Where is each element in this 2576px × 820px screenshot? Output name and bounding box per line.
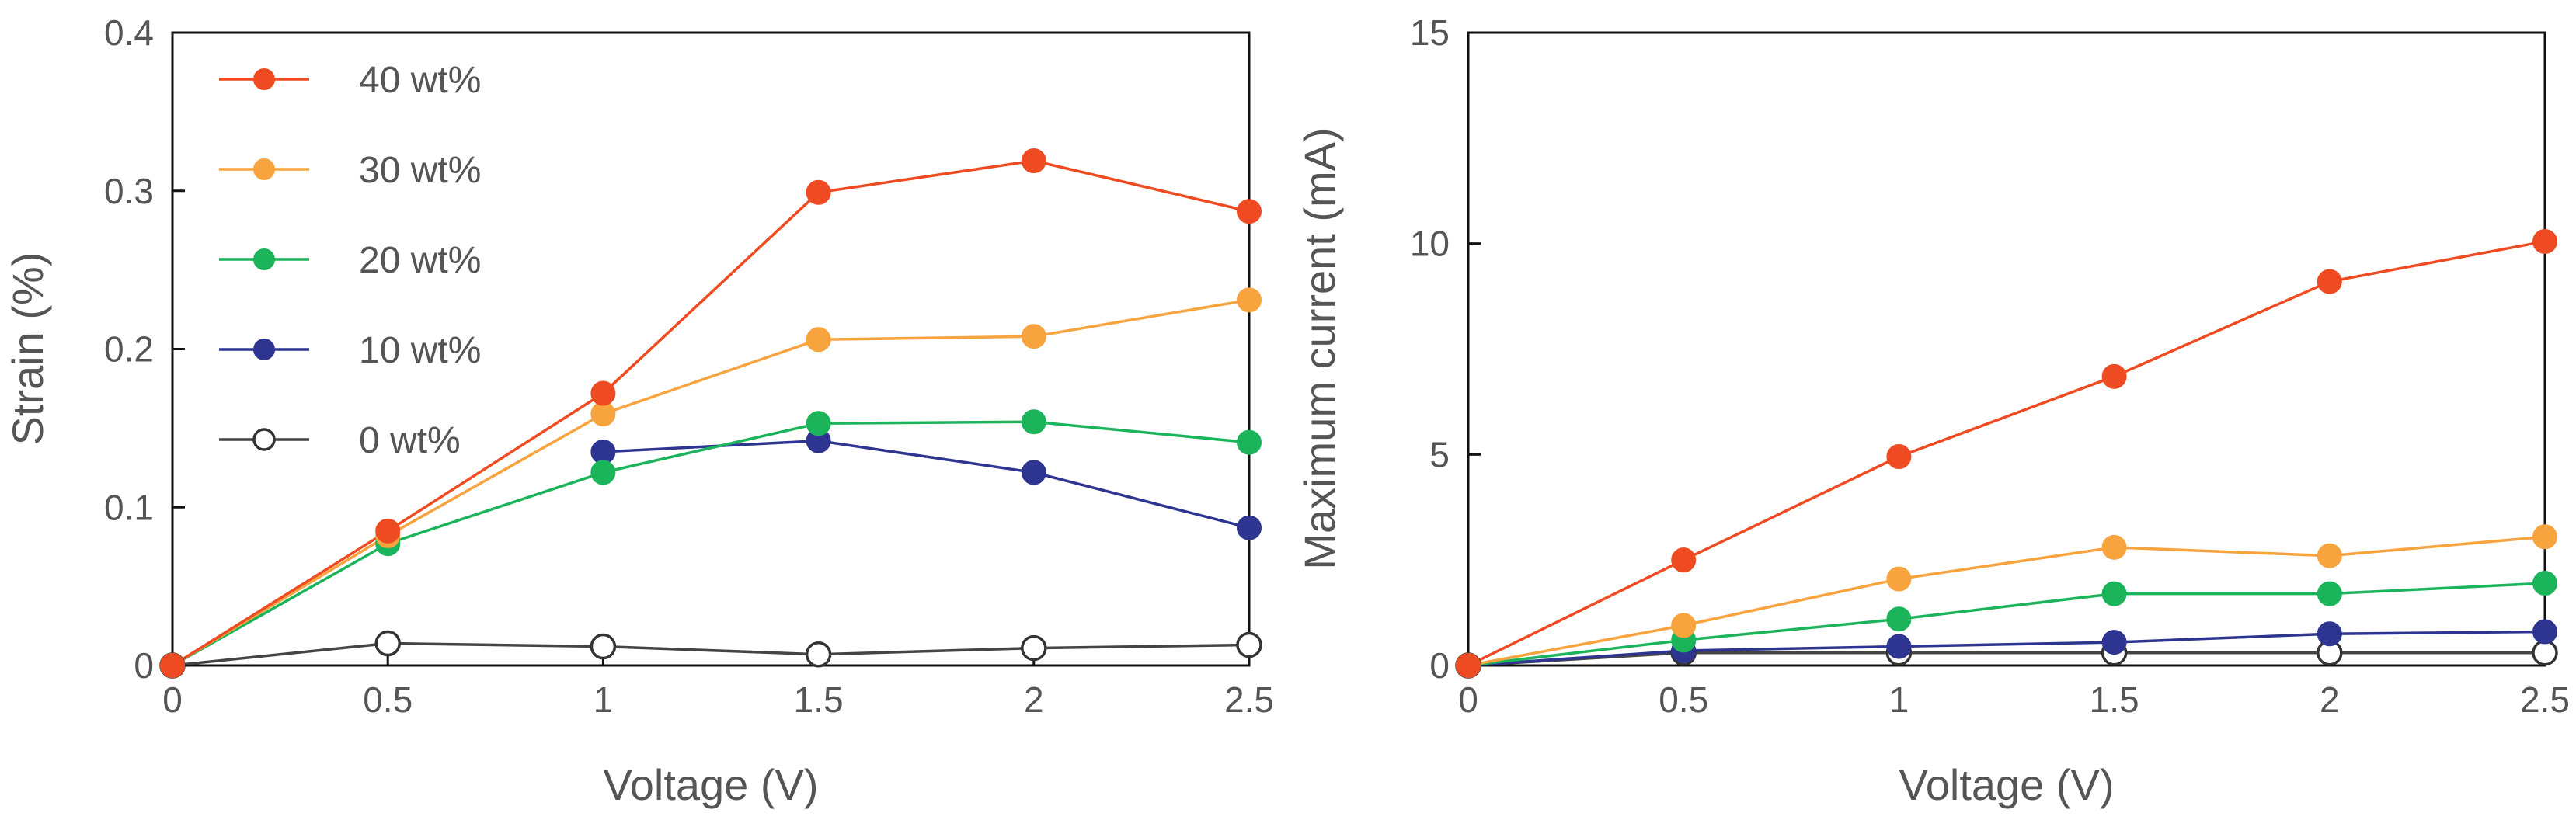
current-data-point-30-wt	[1671, 613, 1697, 638]
strain-chart: 0 0.5 1 1.5 2 2.5 0 0.1 0.2 0.3 0.4 40 wt% 30 wt% 20…	[3, 12, 1274, 809]
current-data-point-40-wt	[2101, 363, 2127, 389]
strain-plot-frame	[171, 31, 1251, 667]
strain-x-tick-label: 1.5	[794, 679, 844, 720]
legend: 40 wt% 30 wt% 20 wt% 10 wt% 0 wt%	[219, 60, 481, 461]
strain-series-line-10-wt	[603, 439, 1250, 530]
strain-y-tick-label: 0.3	[104, 171, 154, 211]
strain-x-tick-label: 1	[594, 679, 614, 720]
strain-data-point-40-wt	[1237, 199, 1262, 224]
strain-x-axis-label: Voltage (V)	[603, 760, 818, 809]
current-y-tick-label: 15	[1410, 12, 1450, 53]
legend-marker	[253, 158, 275, 180]
current-y-tick-label: 5	[1429, 434, 1450, 474]
current-data-point-10-wt	[1886, 634, 1912, 659]
strain-data-point-0-wt	[374, 630, 401, 657]
strain-data-point-20-wt	[1021, 409, 1046, 435]
current-y-axis-label: Maximum current (mA)	[1295, 127, 1344, 569]
strain-series-line-20-wt	[172, 420, 1250, 667]
legend-marker	[253, 339, 275, 360]
current-data-point-10-wt	[2101, 630, 2127, 655]
legend-item-10-wt: 10 wt%	[219, 330, 481, 371]
strain-data-point-0-wt	[590, 633, 617, 660]
current-x-axis-label: Voltage (V)	[1899, 760, 2114, 809]
current-data-point-30-wt	[2532, 524, 2557, 550]
legend-label: 10 wt%	[359, 330, 481, 371]
strain-data-point-30-wt	[1237, 287, 1262, 313]
legend-label: 40 wt%	[359, 60, 481, 101]
current-x-tick-label: 2.5	[2520, 679, 2570, 720]
current-data-point-10-wt	[2317, 621, 2342, 647]
legend-marker	[252, 428, 276, 451]
current-data-point-30-wt	[2317, 543, 2342, 568]
legend-marker	[253, 68, 275, 90]
current-series-line-30-wt	[1467, 535, 2546, 667]
strain-y-axis-label: Strain (%)	[3, 252, 52, 446]
strain-x-tick-label: 2	[1024, 679, 1044, 720]
strain-data-point-20-wt	[806, 411, 831, 436]
strain-data-point-0-wt	[1021, 634, 1047, 662]
strain-y-tick-label: 0.4	[104, 12, 154, 53]
current-data-point-20-wt	[1886, 606, 1912, 632]
current-data-point-40-wt	[1886, 444, 1912, 470]
strain-data-point-30-wt	[1021, 324, 1046, 349]
strain-data-point-40-wt	[1021, 148, 1046, 174]
strain-data-point-40-wt	[375, 518, 401, 544]
strain-x-tick-label: 0	[162, 679, 183, 720]
strain-series-line-0-wt	[172, 641, 1250, 667]
current-data-point-30-wt	[2101, 534, 2127, 560]
strain-y-tick-label: 0.1	[104, 487, 154, 527]
current-chart: 0 0.5 1 1.5 2 2.5 0 5 10 15 Voltage (V) Maximum c…	[1295, 12, 2570, 809]
current-data-point-10-wt	[2532, 619, 2557, 645]
current-data-point-30-wt	[1886, 566, 1912, 592]
strain-x-tick-label: 0.5	[363, 679, 413, 720]
current-data-point-20-wt	[2317, 581, 2342, 606]
legend-item-0-wt: 0 wt%	[219, 420, 461, 461]
strain-data-point-0-wt	[805, 641, 832, 668]
legend-item-40-wt: 40 wt%	[219, 60, 481, 101]
current-x-tick-label: 0	[1458, 679, 1478, 720]
current-plot-frame	[1467, 31, 2546, 667]
current-data-point-40-wt	[2532, 228, 2557, 254]
strain-series-line-40-wt	[172, 159, 1250, 667]
current-series-line-0-wt	[1467, 651, 2545, 667]
current-data-point-40-wt	[1671, 547, 1697, 573]
strain-series-line-30-wt	[172, 298, 1250, 667]
strain-data-point-0-wt	[1236, 631, 1262, 658]
legend-marker	[253, 248, 275, 270]
strain-data-point-40-wt	[160, 653, 185, 678]
current-series-line-40-wt	[1467, 240, 2546, 667]
current-x-tick-label: 1.5	[2090, 679, 2139, 720]
strain-data-point-20-wt	[1237, 429, 1262, 455]
strain-data-point-20-wt	[590, 460, 616, 485]
current-x-tick-label: 2	[2320, 679, 2340, 720]
legend-item-30-wt: 30 wt%	[219, 150, 481, 191]
current-x-tick-label: 1	[1889, 679, 1909, 720]
legend-label: 30 wt%	[359, 150, 481, 191]
strain-data-point-30-wt	[806, 327, 831, 353]
legend-label: 20 wt%	[359, 240, 481, 281]
strain-data-point-40-wt	[590, 380, 616, 406]
current-y-tick-label: 10	[1410, 224, 1450, 264]
current-data-point-20-wt	[2101, 581, 2127, 606]
current-data-point-40-wt	[2317, 269, 2342, 294]
current-y-tick-label: 0	[1429, 645, 1450, 686]
current-x-tick-label: 0.5	[1659, 679, 1708, 720]
strain-y-tick-label: 0	[134, 645, 154, 686]
current-data-point-20-wt	[2532, 571, 2557, 596]
strain-x-tick-label: 2.5	[1224, 679, 1274, 720]
strain-data-point-10-wt	[1021, 460, 1046, 485]
legend-label: 0 wt%	[359, 420, 461, 461]
current-series-line-20-wt	[1467, 582, 2546, 667]
legend-item-20-wt: 20 wt%	[219, 240, 481, 281]
current-data-point-0-wt	[2532, 639, 2558, 666]
strain-data-point-10-wt	[1237, 515, 1262, 540]
current-data-point-40-wt	[1456, 653, 1481, 678]
strain-y-tick-label: 0.2	[104, 329, 154, 370]
strain-data-point-40-wt	[806, 179, 831, 205]
current-series-line-10-wt	[1467, 630, 2546, 667]
